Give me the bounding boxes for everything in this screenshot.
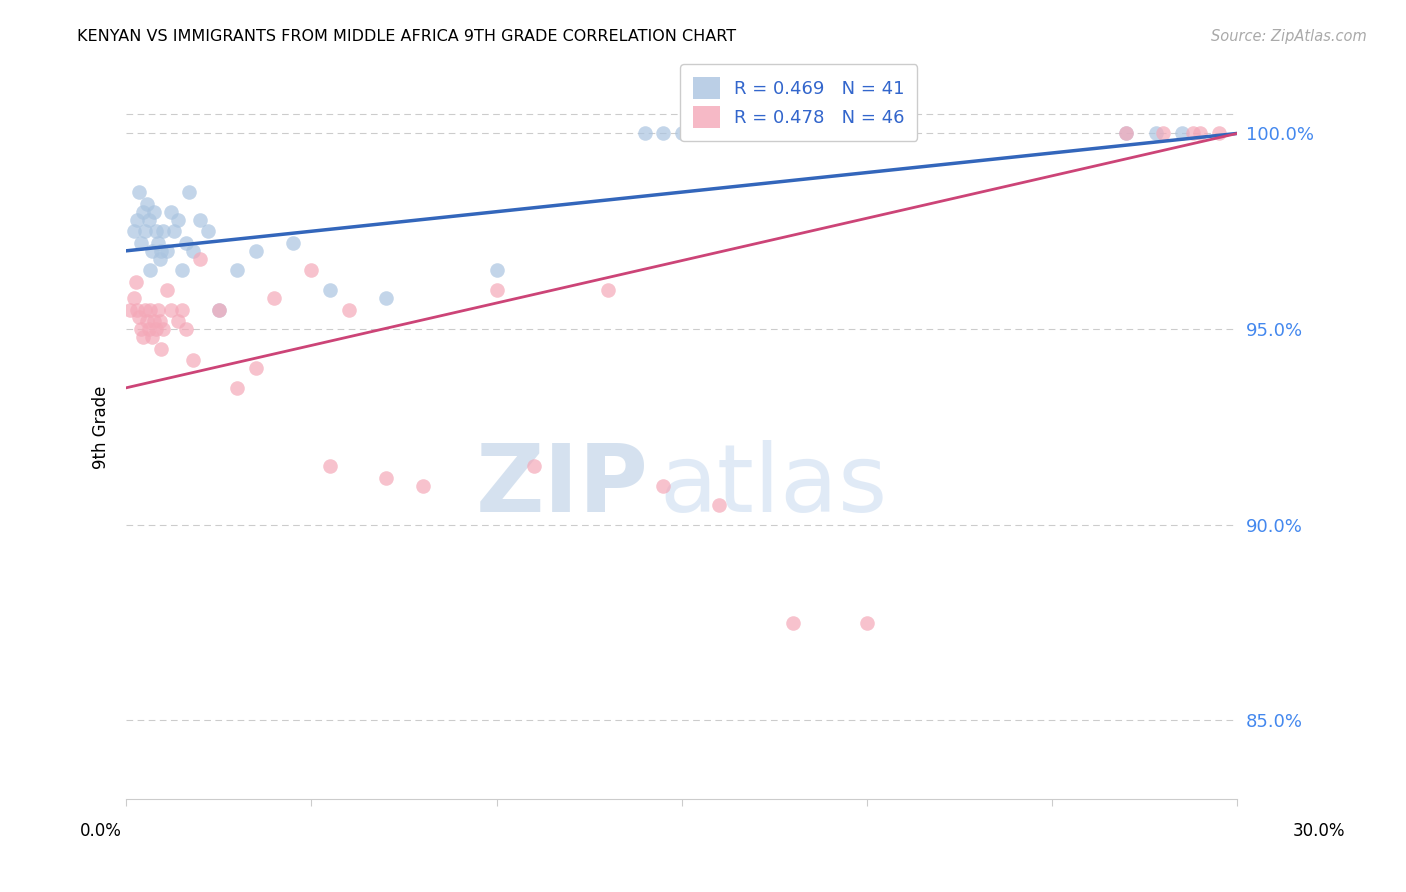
Point [782, 127, 804, 141]
Point [139, 302, 162, 317]
Text: atlas: atlas [659, 441, 887, 533]
Point [143, 314, 166, 328]
Point [159, 204, 181, 219]
Point [149, 252, 172, 266]
Point [174, 235, 197, 250]
Point [1115, 127, 1137, 141]
Text: KENYAN VS IMMIGRANTS FROM MIDDLE AFRICA 9TH GRADE CORRELATION CHART: KENYAN VS IMMIGRANTS FROM MIDDLE AFRICA … [77, 29, 737, 44]
Legend: R = 0.469   N = 41, R = 0.478   N = 46: R = 0.469 N = 41, R = 0.478 N = 46 [681, 64, 917, 141]
Point [156, 283, 179, 297]
Point [179, 185, 201, 199]
Point [1208, 127, 1230, 141]
Point [707, 127, 730, 141]
Point [156, 244, 179, 258]
Point [197, 224, 219, 238]
Point [146, 235, 169, 250]
Text: ZIP: ZIP [475, 441, 648, 533]
Point [181, 353, 204, 368]
Point [412, 478, 434, 492]
Point [190, 252, 212, 266]
Point [135, 314, 157, 328]
Point [170, 302, 193, 317]
Point [149, 314, 172, 328]
Point [132, 204, 155, 219]
Text: 0.0%: 0.0% [80, 822, 122, 840]
Point [485, 263, 508, 277]
Point [134, 224, 156, 238]
Point [319, 458, 342, 473]
Point [856, 615, 879, 630]
Point [167, 314, 190, 328]
Point [141, 244, 163, 258]
Point [141, 330, 163, 344]
Point [129, 322, 152, 336]
Point [128, 310, 150, 325]
Point [1171, 127, 1194, 141]
Point [782, 615, 804, 630]
Point [152, 224, 174, 238]
Point [226, 263, 249, 277]
Text: Source: ZipAtlas.com: Source: ZipAtlas.com [1211, 29, 1367, 44]
Point [245, 244, 267, 258]
Point [1115, 127, 1137, 141]
Point [150, 244, 173, 258]
Point [122, 224, 145, 238]
Point [374, 471, 396, 485]
Point [671, 127, 693, 141]
Point [145, 224, 167, 238]
Point [132, 330, 155, 344]
Point [337, 302, 360, 317]
Point [150, 342, 173, 356]
Point [170, 263, 193, 277]
Point [159, 302, 181, 317]
Point [146, 302, 169, 317]
Y-axis label: 9th Grade: 9th Grade [93, 385, 110, 468]
Point [319, 283, 342, 297]
Point [163, 224, 186, 238]
Point [208, 302, 231, 317]
Point [634, 127, 657, 141]
Point [118, 302, 141, 317]
Point [134, 302, 156, 317]
Point [485, 283, 508, 297]
Point [127, 212, 149, 227]
Point [208, 302, 231, 317]
Point [181, 244, 204, 258]
Point [122, 291, 145, 305]
Point [596, 283, 619, 297]
Point [174, 322, 197, 336]
Point [1144, 127, 1167, 141]
Point [652, 478, 675, 492]
Point [190, 212, 212, 227]
Point [1181, 127, 1204, 141]
Point [652, 127, 675, 141]
Point [523, 458, 546, 473]
Point [301, 263, 323, 277]
Point [138, 212, 160, 227]
Point [263, 291, 285, 305]
Point [138, 322, 160, 336]
Point [129, 235, 152, 250]
Point [135, 197, 157, 211]
Point [143, 204, 166, 219]
Point [124, 275, 146, 289]
Point [152, 322, 174, 336]
Point [139, 263, 162, 277]
Point [374, 291, 396, 305]
Point [128, 185, 150, 199]
Point [707, 498, 730, 512]
Point [226, 381, 249, 395]
Point [245, 361, 267, 376]
Point [1189, 127, 1212, 141]
Point [281, 235, 304, 250]
Point [145, 322, 167, 336]
Point [127, 302, 149, 317]
Point [167, 212, 190, 227]
Text: 30.0%: 30.0% [1292, 822, 1346, 840]
Point [1152, 127, 1174, 141]
